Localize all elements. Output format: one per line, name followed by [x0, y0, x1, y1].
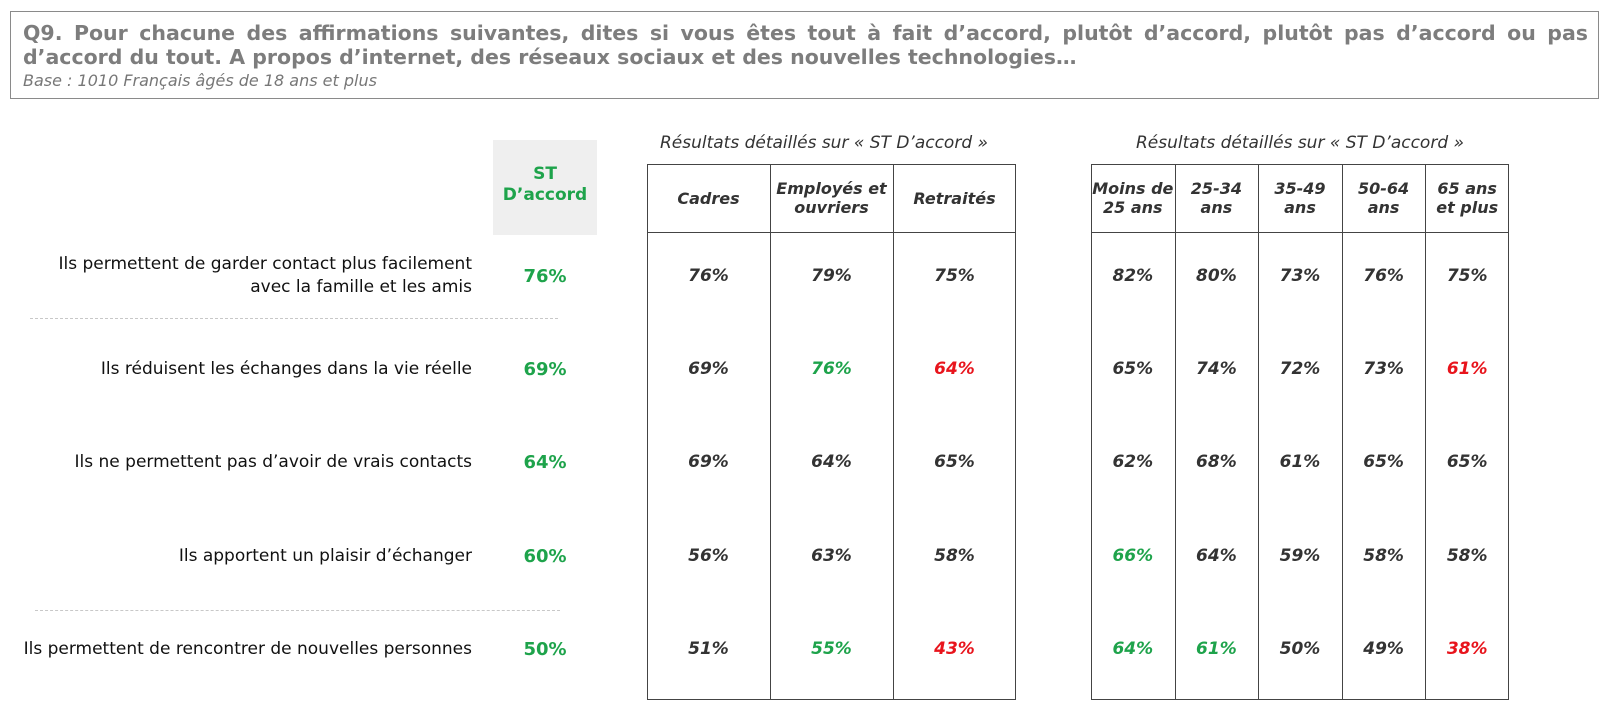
- row-separator: [30, 318, 558, 319]
- table-cell: 56%: [688, 546, 729, 566]
- table-cell: 79%: [811, 266, 852, 286]
- column-divider: [1258, 164, 1260, 700]
- table-cell: 76%: [811, 359, 852, 379]
- column-header: Moins de 25 ans: [1092, 179, 1174, 217]
- table-cell: 43%: [934, 639, 975, 659]
- table-cell: 69%: [688, 452, 729, 472]
- table-cell: 74%: [1196, 359, 1237, 379]
- table-cell: 51%: [688, 639, 729, 659]
- row-label: Ils réduisent les échanges dans la vie r…: [100, 358, 472, 379]
- table-cell: 64%: [934, 359, 975, 379]
- table-cell: 76%: [1363, 266, 1404, 286]
- st-daccord-value: 76%: [523, 266, 567, 287]
- table-cell: 58%: [1446, 546, 1488, 566]
- table-cell: 73%: [1279, 266, 1321, 286]
- column-divider: [893, 164, 894, 700]
- table-cell: 76%: [688, 266, 729, 286]
- table-cell: 82%: [1112, 266, 1154, 286]
- column-header: 25-34 ans: [1190, 179, 1242, 217]
- row-label: Ils ne permettent pas d’avoir de vrais c…: [74, 451, 472, 472]
- column-divider: [1425, 164, 1427, 700]
- table-cell: 64%: [811, 452, 852, 472]
- table-cell: 75%: [934, 266, 975, 286]
- table-cell: 58%: [934, 546, 975, 566]
- row-label: Ils apportent un plaisir d’échanger: [178, 545, 472, 566]
- table-cell: 68%: [1196, 452, 1237, 472]
- row-separator: [35, 610, 560, 611]
- column-divider: [1341, 164, 1343, 700]
- table-cell: 65%: [934, 452, 975, 472]
- table-cell: 65%: [1446, 452, 1488, 472]
- table-cell: 55%: [811, 639, 852, 659]
- column-header: Employés et ouvriers: [776, 179, 887, 217]
- table-cell: 75%: [1446, 266, 1488, 286]
- row-label: Ils permettent de rencontrer de nouvelle…: [23, 638, 472, 659]
- table-cell: 66%: [1112, 546, 1154, 566]
- question-box: Q9. Pour chacune des affirmations suivan…: [10, 11, 1599, 99]
- table-cell: 65%: [1112, 359, 1154, 379]
- table-cell: 64%: [1112, 639, 1154, 659]
- table-cell: 38%: [1446, 639, 1488, 659]
- question-base: Base : 1010 Français âgés de 18 ans et p…: [23, 71, 377, 90]
- column-header: 35-49 ans: [1274, 179, 1326, 217]
- question-title: Q9. Pour chacune des affirmations suivan…: [23, 21, 1588, 69]
- table-cell: 49%: [1363, 639, 1404, 659]
- st-daccord-value: 64%: [523, 452, 567, 473]
- table-cell: 61%: [1196, 639, 1237, 659]
- table-cell: 80%: [1196, 266, 1237, 286]
- column-divider: [770, 164, 771, 700]
- table-cell: 61%: [1279, 452, 1321, 472]
- st-daccord-header: ST D’accord: [502, 164, 588, 205]
- group-grid: [647, 164, 1016, 700]
- column-divider: [1174, 164, 1176, 700]
- row-label: Ils permettent de garder contact plus fa…: [58, 254, 472, 297]
- st-header-background: [493, 140, 597, 235]
- table-cell: 69%: [688, 359, 729, 379]
- table-cell: 59%: [1279, 546, 1321, 566]
- table-cell: 65%: [1363, 452, 1404, 472]
- table-cell: 58%: [1363, 546, 1404, 566]
- column-header: Retraités: [913, 188, 996, 208]
- table-cell: 63%: [811, 546, 852, 566]
- table-cell: 73%: [1363, 359, 1404, 379]
- header-divider: [1091, 232, 1509, 233]
- st-daccord-value: 50%: [523, 639, 567, 660]
- profession-group-title: Résultats détaillés sur « ST D’accord »: [659, 133, 989, 153]
- table-cell: 61%: [1446, 359, 1488, 379]
- header-divider: [647, 232, 1016, 233]
- table-cell: 64%: [1196, 546, 1237, 566]
- st-daccord-value: 60%: [523, 546, 567, 567]
- column-header: Cadres: [677, 188, 740, 208]
- st-daccord-value: 69%: [523, 359, 567, 380]
- age-group-title: Résultats détaillés sur « ST D’accord »: [1135, 133, 1465, 153]
- table-cell: 50%: [1279, 639, 1321, 659]
- table-cell: 62%: [1112, 452, 1154, 472]
- column-header: 65 ans et plus: [1436, 179, 1499, 217]
- column-header: 50-64 ans: [1358, 179, 1410, 217]
- group-grid: [1091, 164, 1509, 700]
- table-cell: 72%: [1279, 359, 1321, 379]
